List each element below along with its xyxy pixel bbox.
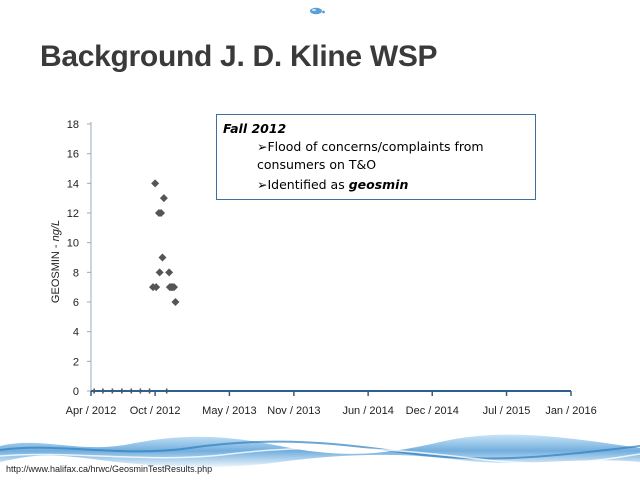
- water-wave-footer: [0, 434, 640, 468]
- y-tick-label: 8: [73, 267, 79, 279]
- x-tick-label: Jan / 2016: [545, 405, 596, 417]
- geosmin-scatter-chart: 0 2 4 6 8 10 12 14 16 18 Apr / 2012 Oct / 2012 May /…: [50, 119, 597, 417]
- callout-header: Fall 2012: [223, 121, 287, 136]
- x-tick-label: Oct / 2012: [130, 405, 181, 417]
- callout-bullet-complaints-cont: consumers on T&O: [257, 157, 377, 172]
- y-tick-label: 6: [73, 297, 79, 309]
- data-point: [151, 179, 160, 188]
- x-tick-label: Dec / 2014: [406, 405, 459, 417]
- x-tick-label: Nov / 2013: [267, 405, 320, 417]
- data-point: [165, 268, 174, 277]
- data-point: [170, 283, 179, 292]
- callout-box: Fall 2012 ➢Flood of concerns/complaints …: [216, 114, 536, 200]
- callout-geosmin-emphasis: geosmin: [348, 177, 409, 192]
- y-tick-label: 16: [67, 149, 79, 161]
- water-drop-logo-icon: [310, 7, 325, 15]
- slide-title: Background J. D. Kline WSP: [40, 40, 438, 73]
- data-point: [102, 388, 104, 394]
- y-tick-label: 10: [67, 238, 79, 250]
- data-point: [121, 388, 123, 394]
- callout-bullet-geosmin: ➢Identified as geosmin: [257, 177, 408, 192]
- y-axis-title: GEOSMIN - ng/L: [50, 220, 62, 303]
- y-tick-label: 0: [73, 386, 79, 398]
- y-tick-label: 4: [73, 327, 79, 339]
- data-point: [152, 283, 161, 292]
- data-point: [148, 388, 151, 394]
- data-point: [165, 388, 168, 394]
- data-point: [155, 268, 164, 277]
- source-url: http://www.halifax.ca/hrwc/GeosminTestRe…: [6, 464, 213, 474]
- data-point: [139, 388, 142, 394]
- callout-bullet-prefix: ➢Identified as: [257, 177, 349, 192]
- data-point: [159, 194, 168, 203]
- data-point: [111, 388, 114, 394]
- x-tick-label: May / 2013: [202, 405, 256, 417]
- data-point: [93, 388, 95, 394]
- data-point: [171, 298, 180, 306]
- x-tick-label: Jun / 2014: [342, 405, 393, 417]
- data-point: [157, 209, 166, 217]
- y-tick-label: 12: [67, 208, 79, 220]
- data-point: [158, 253, 167, 262]
- x-tick-label: Jul / 2015: [483, 405, 531, 417]
- y-tick-label: 2: [73, 356, 79, 368]
- x-tick-label: Apr / 2012: [66, 405, 117, 417]
- callout-bullet-complaints: ➢Flood of concerns/complaints from: [257, 139, 484, 154]
- y-tick-label: 18: [67, 119, 79, 131]
- data-point: [130, 388, 133, 394]
- y-tick-label: 14: [67, 178, 79, 190]
